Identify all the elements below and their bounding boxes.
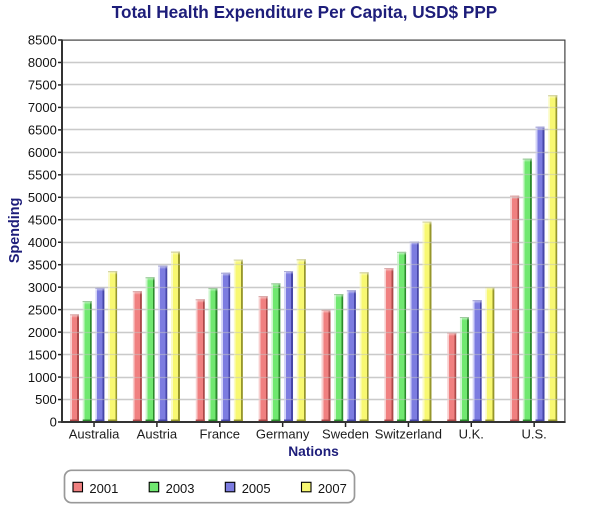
svg-text:France: France	[200, 426, 240, 441]
svg-text:500: 500	[35, 392, 57, 407]
svg-text:Australia: Australia	[69, 426, 120, 441]
svg-text:Nations: Nations	[288, 444, 339, 459]
svg-text:Switzerland: Switzerland	[375, 426, 442, 441]
svg-text:4500: 4500	[28, 212, 57, 227]
svg-text:3500: 3500	[28, 257, 57, 272]
svg-text:8000: 8000	[28, 55, 57, 70]
svg-text:Austria: Austria	[137, 426, 178, 441]
svg-text:Sweden: Sweden	[322, 426, 369, 441]
svg-text:5500: 5500	[28, 168, 57, 183]
svg-text:6500: 6500	[28, 123, 57, 138]
svg-text:6000: 6000	[28, 145, 57, 160]
svg-text:0: 0	[50, 415, 57, 430]
svg-text:4000: 4000	[28, 235, 57, 250]
svg-text:U.S.: U.S.	[522, 426, 547, 441]
svg-text:2000: 2000	[28, 325, 57, 340]
svg-text:1000: 1000	[28, 370, 57, 385]
svg-text:5000: 5000	[28, 190, 57, 205]
svg-text:U.K.: U.K.	[459, 426, 484, 441]
svg-text:Spending: Spending	[7, 198, 23, 264]
svg-text:2003: 2003	[166, 481, 195, 496]
svg-text:Total Health Expenditure Per C: Total Health Expenditure Per Capita, USD…	[112, 2, 498, 22]
svg-text:Germany: Germany	[256, 426, 310, 441]
svg-text:2005: 2005	[242, 481, 271, 496]
svg-text:1500: 1500	[28, 347, 57, 362]
svg-text:7000: 7000	[28, 100, 57, 115]
svg-text:2001: 2001	[89, 481, 118, 496]
svg-text:8500: 8500	[28, 33, 57, 48]
svg-text:2007: 2007	[318, 481, 347, 496]
svg-text:7500: 7500	[28, 78, 57, 93]
svg-text:2500: 2500	[28, 302, 57, 317]
svg-text:3000: 3000	[28, 280, 57, 295]
